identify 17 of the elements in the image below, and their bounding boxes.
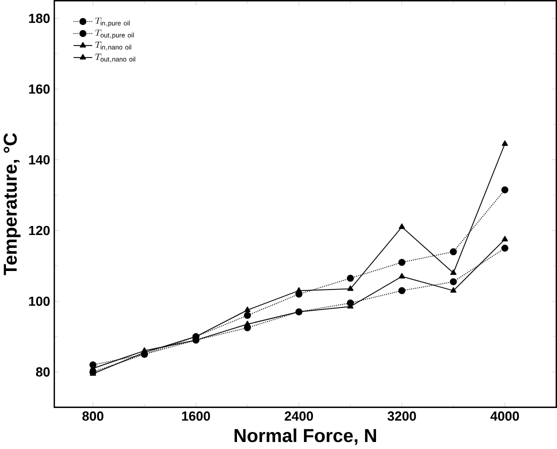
y-tick-label: 140 [29, 155, 50, 165]
legend-label: $T_{\mathrm{out,pure\ oil}}$ [95, 30, 134, 40]
x-tick-label: 4000 [490, 412, 519, 421]
y-axis-title: Temperature, °C [4, 133, 21, 276]
y-tick-label: 80 [36, 368, 50, 377]
y-tick-label: 180 [29, 14, 50, 24]
x-tick-label: 800 [82, 412, 104, 421]
x-tick-label: 2400 [284, 412, 313, 421]
x-tick-label: 3200 [388, 412, 416, 421]
legend-label: $T_{\mathrm{in,pure\ oil}}$ [95, 18, 130, 28]
legend-label: $T_{\mathrm{out,nano\ oil}}$ [95, 54, 136, 63]
y-tick-label: 100 [29, 296, 50, 306]
y-tick-label: 120 [29, 226, 50, 236]
x-tick-label: 1600 [182, 412, 210, 421]
legend-label: $T_{\mathrm{in,nano\ oil}}$ [95, 42, 132, 51]
x-axis-title: Normal Force, N [234, 428, 376, 446]
y-tick-label: 160 [29, 84, 50, 94]
